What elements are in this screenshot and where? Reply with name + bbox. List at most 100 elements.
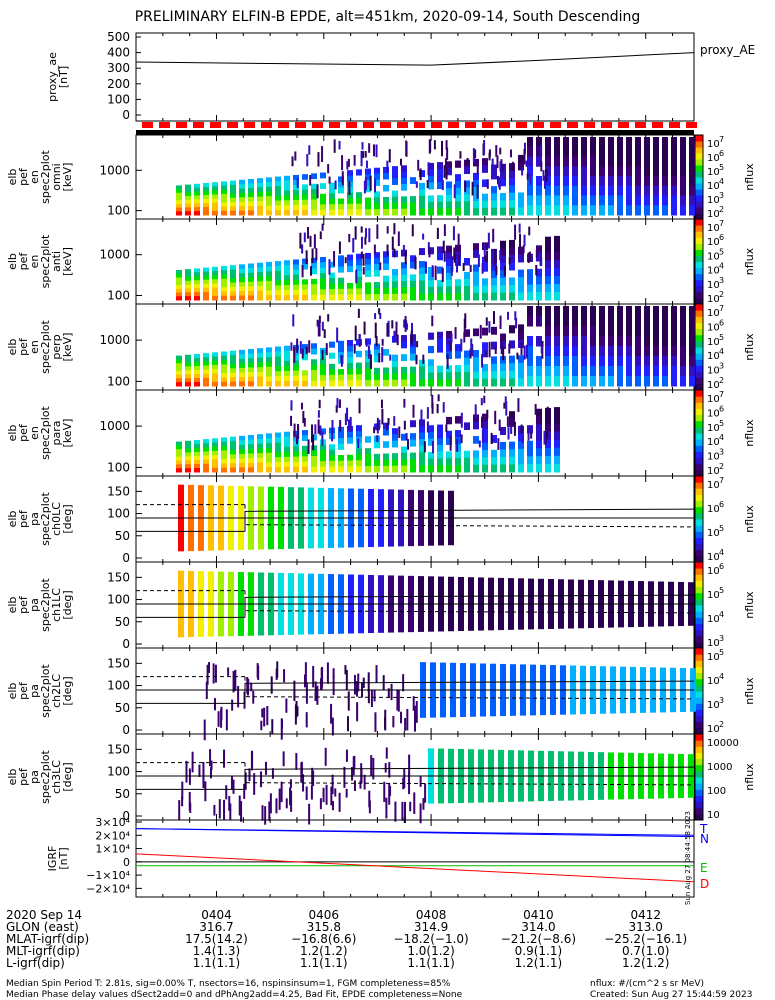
spec-cell — [671, 185, 677, 196]
spec-speck — [517, 398, 520, 412]
spec-cell — [428, 247, 434, 255]
orbit-row-value: 1.1(1.1) — [407, 956, 455, 970]
spec-speck — [500, 341, 503, 355]
spec-cell — [500, 363, 506, 372]
spec-cell — [671, 346, 677, 357]
spec-speck — [525, 344, 528, 359]
spec-cell — [392, 459, 398, 467]
spec-cell — [518, 433, 524, 442]
spec-cell — [527, 346, 533, 357]
colorbar-tick-label: 10 — [707, 676, 720, 687]
spec-cell — [536, 366, 542, 377]
spec-cell — [401, 293, 407, 301]
spec-cell — [275, 275, 281, 282]
spec-cell — [383, 275, 389, 283]
spec-cell — [545, 166, 551, 177]
spec-cell — [221, 373, 227, 378]
spec-speck — [312, 434, 315, 451]
spec-cell — [473, 328, 479, 337]
spec-speck — [321, 146, 324, 163]
spec-speck — [521, 167, 524, 176]
spec-cell — [311, 194, 317, 200]
spec-cell — [383, 208, 389, 216]
spec-cell — [338, 294, 344, 301]
spec-speck — [346, 407, 349, 422]
spec-speck — [362, 267, 365, 275]
colorbar-tick-exponent: 5 — [719, 333, 724, 342]
spec-speck — [379, 262, 382, 271]
spec-speck — [462, 263, 465, 272]
spec-cell — [203, 283, 209, 289]
spec-cell — [617, 346, 623, 357]
spec-speck — [363, 180, 366, 194]
pa-speck — [228, 796, 231, 811]
colorbar-tick-label: 10 — [707, 552, 720, 563]
colorbar-swatch — [695, 476, 703, 483]
spec-cell — [644, 306, 650, 317]
spec-speck — [486, 179, 489, 189]
spec-cell — [464, 357, 470, 366]
pa-speck — [310, 785, 313, 800]
spec-cell — [356, 466, 362, 473]
spec-cell — [176, 468, 182, 473]
spec-cell — [212, 360, 218, 366]
spec-cell — [536, 448, 542, 457]
pa-speck — [392, 716, 395, 728]
spec-cell — [212, 438, 218, 444]
spec-cell — [284, 195, 290, 201]
spec-cell — [356, 209, 362, 216]
band-dash — [635, 122, 646, 128]
spec-cell — [509, 464, 515, 473]
spec-cell — [500, 248, 506, 257]
spec-cell — [392, 281, 398, 289]
spec-cell — [536, 432, 542, 441]
spec-cell — [500, 163, 506, 172]
band-dash — [159, 122, 170, 128]
spec-cell — [185, 460, 191, 465]
spec-cell — [500, 457, 506, 466]
spec-cell — [482, 263, 488, 272]
spec-cell — [176, 382, 182, 387]
y-tick-label: 1000 — [99, 419, 130, 433]
spec-cell — [284, 290, 290, 296]
spec-cell — [491, 248, 497, 257]
spec-cell — [554, 166, 560, 177]
spec-cell — [221, 463, 227, 469]
spec-cell — [266, 261, 272, 268]
spec-cell — [437, 424, 443, 432]
spec-speck — [364, 228, 367, 238]
spec-cell — [338, 380, 344, 387]
spec-cell — [491, 292, 497, 301]
colorbar-tick-label: 10 — [707, 251, 720, 262]
spec-cell — [365, 282, 371, 289]
pa-speck — [289, 787, 292, 806]
spec-speck — [301, 264, 304, 278]
colorbar-swatch — [695, 353, 703, 360]
pa-speck — [206, 664, 209, 685]
spec-speck — [290, 400, 293, 411]
spec-cell — [266, 280, 272, 287]
spec-cell — [401, 281, 407, 288]
spec-cell — [293, 269, 299, 276]
spec-cell — [221, 364, 227, 370]
pa-speck — [202, 769, 205, 789]
spec-cell — [293, 344, 299, 351]
spec-speck — [317, 152, 320, 167]
pa-speck — [191, 751, 194, 773]
spec-cell — [176, 185, 182, 190]
spec-cell — [176, 189, 182, 194]
spec-cell — [284, 365, 290, 372]
spec-cell — [392, 293, 398, 301]
pa-speck — [406, 708, 409, 731]
orbit-row-value: 316.7 — [199, 920, 233, 934]
spec-cell — [356, 282, 362, 289]
spec-cell — [653, 205, 659, 216]
y-axis-label: ch0LC — [50, 502, 63, 536]
spec-cell — [320, 358, 326, 365]
spec-cell — [248, 210, 254, 216]
spec-cell — [230, 189, 236, 194]
pa-speck — [181, 796, 184, 807]
spec-cell — [392, 269, 398, 276]
spec-speck — [451, 256, 454, 272]
panel-frame — [135, 819, 695, 898]
